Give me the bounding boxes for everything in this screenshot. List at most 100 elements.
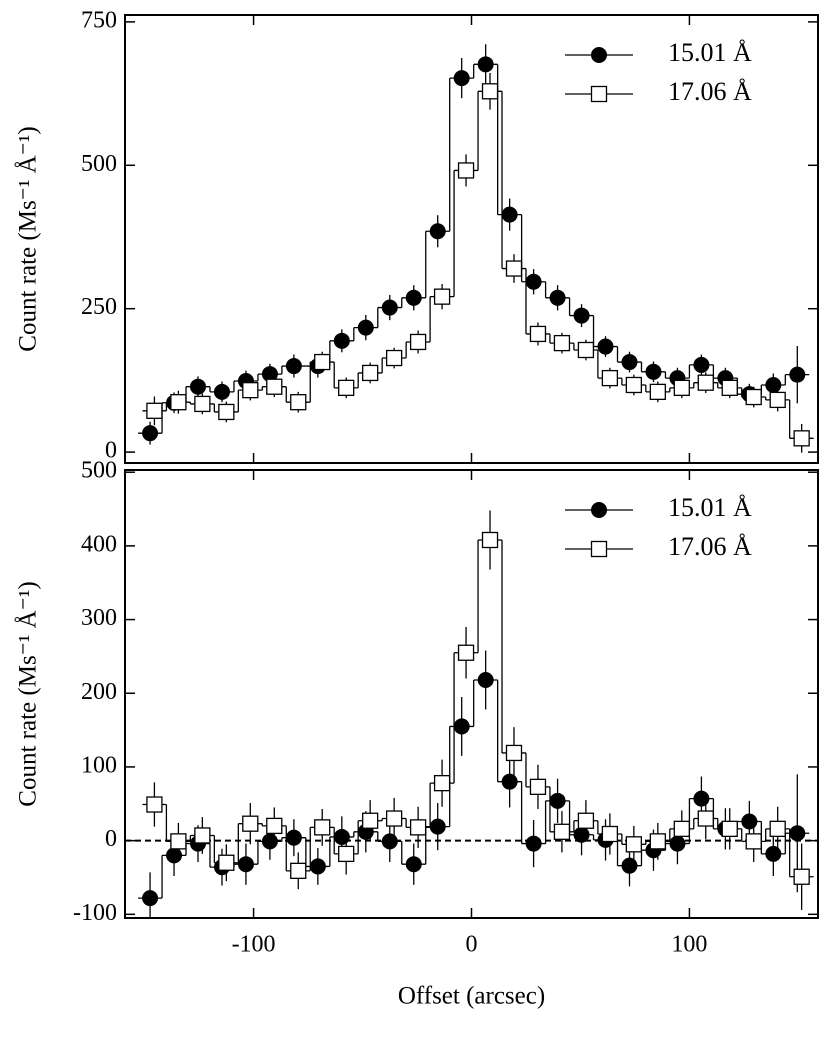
marker [142, 890, 159, 907]
plot-area [138, 44, 814, 453]
marker [673, 820, 690, 837]
marker [333, 828, 350, 845]
marker [549, 289, 566, 306]
series [142, 72, 814, 453]
marker [146, 796, 163, 813]
marker [721, 379, 738, 397]
marker [453, 70, 470, 87]
marker [693, 356, 710, 373]
y-tick-label: 400 [81, 531, 117, 557]
marker [621, 354, 638, 371]
marker [765, 376, 782, 393]
legend-marker [590, 85, 608, 103]
marker [213, 383, 230, 400]
y-tick-label: 750 [81, 7, 117, 33]
marker [190, 378, 207, 395]
panel: 0 250 500 750 15.01 Å 17.06 Å Count rate (Ms⁻¹… [15, 7, 819, 464]
marker [170, 833, 187, 850]
panel: -100 0 100 200 300 400 500 -100 0 100 15.01 Å 17.06… [15, 458, 819, 1010]
marker [505, 260, 523, 277]
legend-marker [591, 502, 607, 518]
marker [266, 378, 283, 395]
marker [409, 819, 427, 836]
legend-marker [590, 540, 608, 558]
marker [549, 792, 566, 809]
y-tick-label: 500 [81, 458, 117, 484]
marker [649, 383, 666, 401]
marker [146, 402, 163, 419]
marker [362, 812, 379, 829]
frame [124, 14, 819, 464]
marker [309, 858, 326, 875]
marker [697, 374, 714, 391]
marker [673, 379, 690, 397]
marker [789, 366, 806, 383]
marker [457, 162, 475, 179]
marker [577, 812, 595, 829]
marker [789, 825, 806, 842]
marker [381, 299, 398, 316]
legend-label: 15.01 Å [668, 38, 752, 67]
x-tick-label: 100 [671, 932, 707, 958]
marker [338, 379, 355, 397]
marker [429, 223, 446, 240]
marker [573, 307, 590, 324]
marker [429, 818, 446, 835]
marker [481, 531, 499, 549]
y-tick-label: 250 [81, 294, 117, 320]
marker [433, 775, 451, 792]
marker [405, 289, 422, 306]
marker [142, 425, 159, 442]
series [138, 650, 810, 918]
marker [405, 856, 422, 873]
marker [745, 388, 762, 406]
marker [625, 836, 643, 853]
marker [433, 288, 451, 305]
marker [625, 376, 643, 394]
marker [553, 823, 571, 840]
marker [649, 833, 666, 850]
y-tick-label: 100 [81, 752, 117, 778]
marker [218, 403, 235, 421]
x-tick-label: -100 [232, 932, 276, 958]
marker [529, 778, 547, 795]
marker [601, 369, 619, 387]
marker [409, 333, 427, 351]
marker [669, 835, 686, 852]
marker [338, 845, 355, 863]
marker [194, 827, 211, 844]
marker [218, 854, 235, 871]
marker [525, 835, 542, 852]
legend-label: 17.06 Å [668, 77, 752, 106]
marker [765, 845, 782, 862]
series [142, 510, 814, 910]
y-tick-label: 0 [105, 438, 117, 464]
marker [621, 857, 638, 874]
marker [237, 856, 254, 873]
marker [362, 364, 379, 382]
marker [314, 353, 331, 371]
plot-area [138, 510, 814, 918]
y-tick-label: 500 [81, 151, 117, 177]
marker [170, 394, 187, 411]
frame [124, 469, 819, 919]
marker [314, 819, 331, 836]
marker [285, 829, 302, 846]
marker [166, 847, 183, 864]
marker [769, 391, 786, 409]
marker [525, 273, 542, 290]
marker [645, 363, 662, 380]
marker [745, 833, 762, 850]
y-axis-label: Count rate (Ms⁻¹ Å⁻¹) [15, 126, 42, 351]
marker [501, 206, 518, 223]
marker [553, 334, 571, 352]
marker [601, 825, 619, 843]
legend-label: 15.01 Å [668, 493, 752, 522]
x-axis-label: Offset (arcsec) [398, 983, 545, 1010]
marker [290, 862, 307, 879]
marker [721, 820, 738, 837]
marker [457, 644, 475, 661]
marker [381, 833, 398, 850]
